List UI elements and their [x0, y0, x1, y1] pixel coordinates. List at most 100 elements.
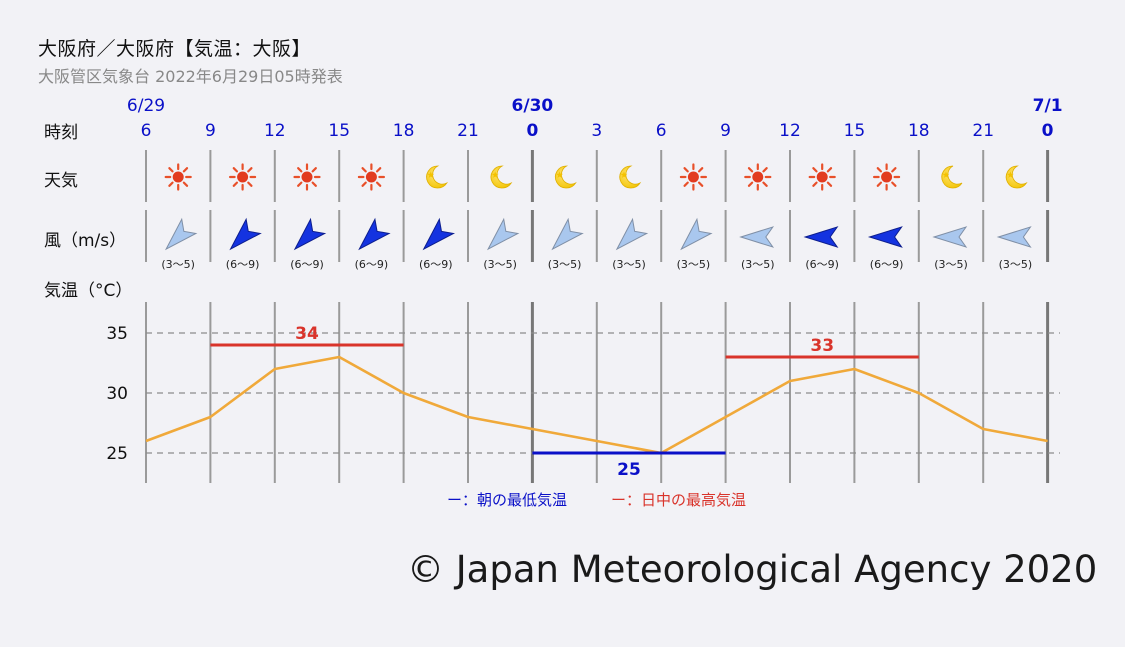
hour-label: 21: [972, 121, 994, 141]
moon-icon: [941, 165, 964, 189]
row-label-time: 時刻: [44, 123, 78, 143]
moon-star: [427, 171, 435, 178]
hour-label: 6: [656, 121, 667, 141]
row-label-temp: 気温（°C）: [44, 281, 132, 301]
wind-arrow-icon: [229, 217, 262, 251]
hour-label: 6: [141, 121, 152, 141]
sun-ray: [182, 167, 189, 173]
sun-disc: [687, 171, 699, 183]
wind-arrow-shape: [422, 217, 456, 251]
moon-crescent: [490, 165, 513, 189]
hour-label: 12: [779, 121, 801, 141]
sun-ray: [876, 167, 883, 173]
sun-disc: [172, 171, 184, 183]
wind-arrow-shape: [803, 226, 839, 248]
sun-icon: [164, 163, 192, 191]
sun-ray: [876, 181, 883, 187]
page-subtitle: 大阪管区気象台 2022年6月29日05時発表: [38, 67, 343, 86]
sun-icon: [357, 163, 385, 191]
wind-arrow-shape: [358, 217, 391, 251]
moon-icon: [490, 165, 513, 189]
hour-label: 9: [720, 121, 731, 141]
sun-ray: [297, 181, 303, 187]
sun-ray: [826, 167, 833, 173]
sun-ray: [168, 181, 174, 187]
hour-label: 15: [328, 121, 350, 141]
moon-icon: [619, 165, 642, 189]
hour-label: 18: [908, 121, 930, 141]
sun-ray: [247, 181, 253, 187]
sun-disc: [752, 171, 764, 183]
hour-label: 9: [205, 121, 216, 141]
moon-star: [942, 171, 950, 178]
sun-ray: [375, 181, 382, 187]
moon-crescent: [555, 165, 577, 189]
wind-arrow-shape: [996, 226, 1032, 248]
moon-icon: [1005, 165, 1028, 189]
moon-crescent: [619, 165, 642, 189]
sun-ray: [168, 167, 174, 173]
sun-ray: [361, 167, 367, 173]
date-marker: 6/29: [127, 96, 165, 116]
copyright-notice: © Japan Meteorological Agency 2020: [407, 548, 1098, 591]
sun-ray: [891, 167, 897, 173]
legend: ー：朝の最低気温 ー：日中の最高気温: [447, 491, 746, 509]
temperature-grid: [146, 332, 1060, 454]
wind-speed-label: (3〜5): [161, 258, 195, 271]
wind-speed-label: (3〜5): [612, 258, 646, 271]
sun-ray: [812, 181, 818, 187]
max-min-bars: 34 33 25: [210, 324, 919, 480]
date-markers: 6/29 6/30 7/1: [127, 96, 1063, 116]
wind-speed-label: (6〜9): [355, 258, 389, 271]
wind-arrow-icon: [422, 217, 456, 251]
sun-ray: [232, 167, 239, 173]
wind-speed-label: (6〜9): [419, 258, 453, 271]
moon-crescent: [941, 165, 964, 189]
moon-star: [556, 171, 563, 178]
wind-arrow-icon: [867, 226, 903, 248]
sun-disc: [365, 171, 377, 183]
wind-arrow-shape: [867, 226, 903, 248]
wind-arrow-icon: [932, 226, 968, 248]
row-label-wind: 風（m/s）: [44, 231, 126, 251]
sun-ray: [247, 167, 253, 173]
hour-label: 21: [457, 121, 479, 141]
sun-disc: [237, 171, 249, 183]
moon-crescent: [426, 165, 448, 189]
sun-ray: [697, 167, 704, 173]
y-axis-ticks: 25 30 35: [106, 324, 128, 464]
wind-arrow-icon: [293, 217, 327, 251]
sun-ray: [232, 181, 239, 187]
hour-label: 0: [1042, 121, 1054, 141]
wind-arrow-shape: [229, 217, 262, 251]
wind-speed-label: (3〜5): [999, 258, 1033, 271]
sun-ray: [826, 181, 833, 187]
sun-icon: [293, 163, 321, 191]
moon-icon: [426, 165, 448, 189]
sun-ray: [311, 167, 317, 173]
moon-icon: [555, 165, 577, 189]
wind-speed-label: (3〜5): [934, 258, 968, 271]
legend-max: ー：日中の最高気温: [611, 491, 746, 509]
y-tick-label: 30: [106, 384, 128, 404]
wind-arrow-shape: [932, 226, 968, 248]
min-temp-label: 25: [617, 460, 641, 480]
sun-ray: [361, 181, 367, 187]
wind-speed-label: (6〜9): [805, 258, 839, 271]
column-separators: [145, 150, 1050, 483]
wind-arrow-icon: [358, 217, 391, 251]
temperature-series-line: [145, 355, 1048, 455]
sun-disc: [881, 171, 893, 183]
sun-ray: [747, 167, 754, 173]
sun-ray: [697, 181, 704, 187]
wind-arrow-icon: [164, 217, 198, 251]
sun-icon: [744, 163, 772, 191]
wind-arrow-icon: [996, 226, 1032, 248]
hour-label: 18: [393, 121, 415, 141]
wind-speed-label: (3〜5): [677, 258, 711, 271]
page-title: 大阪府／大阪府【気温：大阪】: [38, 38, 312, 60]
max-temp-label: 34: [295, 324, 319, 344]
wind-arrow-icon: [680, 217, 713, 251]
weather-icons: [164, 163, 1028, 191]
